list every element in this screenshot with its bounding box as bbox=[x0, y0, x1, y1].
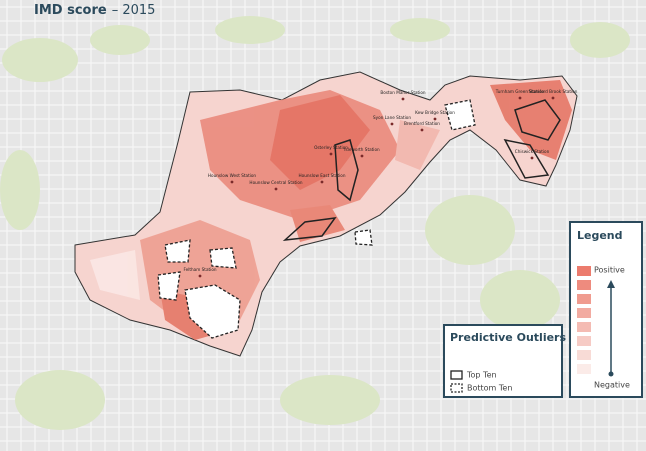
station-dot bbox=[230, 180, 234, 184]
title-year: – 2015 bbox=[112, 3, 156, 18]
station-dot bbox=[518, 96, 522, 100]
legend-swatch bbox=[577, 294, 591, 304]
station-label: Boston Manor Station bbox=[380, 90, 425, 95]
outliers-panel: Predictive Outliers Top Ten Bottom Ten bbox=[443, 324, 566, 398]
station-dot bbox=[329, 152, 333, 156]
bottom-ten-outlines bbox=[157, 99, 476, 339]
station-label: Stamford Brook Station bbox=[529, 89, 578, 94]
arrow-tail bbox=[608, 371, 614, 377]
station-dot bbox=[390, 122, 394, 126]
station-label: Isleworth Station bbox=[344, 147, 380, 152]
legend-panel: Legend Positive Negative bbox=[569, 221, 643, 398]
legend-low: Negative bbox=[594, 381, 630, 390]
station-label: Kew Bridge Station bbox=[415, 110, 455, 115]
station-dot bbox=[274, 187, 278, 191]
legend-swatch bbox=[577, 350, 591, 360]
title: IMD score – 2015 bbox=[34, 3, 155, 18]
station-label: Turnham Green Station bbox=[495, 89, 545, 94]
station-dot bbox=[401, 97, 405, 101]
station-label: Brentford Station bbox=[404, 121, 440, 126]
legend-swatches bbox=[577, 266, 591, 374]
station-dot bbox=[530, 156, 534, 160]
station-label: Osterley Station bbox=[314, 145, 348, 150]
station-dot bbox=[420, 128, 424, 132]
station-label: Feltham Station bbox=[183, 267, 216, 272]
legend-swatch bbox=[577, 280, 591, 290]
station-dot bbox=[360, 154, 364, 158]
legend-swatch bbox=[577, 266, 591, 276]
legend-title: Legend bbox=[577, 229, 623, 242]
station-dot bbox=[433, 117, 437, 121]
station-label: Syon Lane Station bbox=[373, 115, 411, 120]
key-label: Top Ten bbox=[466, 371, 497, 380]
station-dot bbox=[198, 274, 202, 278]
station-dot bbox=[320, 180, 324, 184]
arrow-head bbox=[607, 280, 615, 288]
panel-box bbox=[443, 324, 563, 398]
station-label: Hounslow West Station bbox=[208, 173, 257, 178]
bottom-ten-key bbox=[450, 383, 463, 393]
title-main: IMD score bbox=[34, 3, 107, 18]
legend-swatch bbox=[577, 308, 591, 318]
legend-swatch bbox=[577, 364, 591, 374]
key-label: Bottom Ten bbox=[467, 384, 512, 393]
station-labels: Boston Manor Station Turnham Green Statio… bbox=[183, 89, 578, 278]
station-label: Hounslow East Station bbox=[299, 173, 346, 178]
green-space bbox=[0, 16, 630, 430]
station-label: Hounslow Central Station bbox=[249, 180, 302, 185]
legend-swatch bbox=[577, 322, 591, 332]
station-dot bbox=[551, 96, 555, 100]
panel-title: Predictive Outliers bbox=[450, 331, 566, 344]
legend-high: Positive bbox=[594, 266, 625, 275]
station-label: Chiswick Station bbox=[515, 149, 550, 154]
top-ten-key bbox=[450, 370, 463, 380]
top-ten-outlines bbox=[282, 99, 561, 241]
legend-swatch bbox=[577, 336, 591, 346]
